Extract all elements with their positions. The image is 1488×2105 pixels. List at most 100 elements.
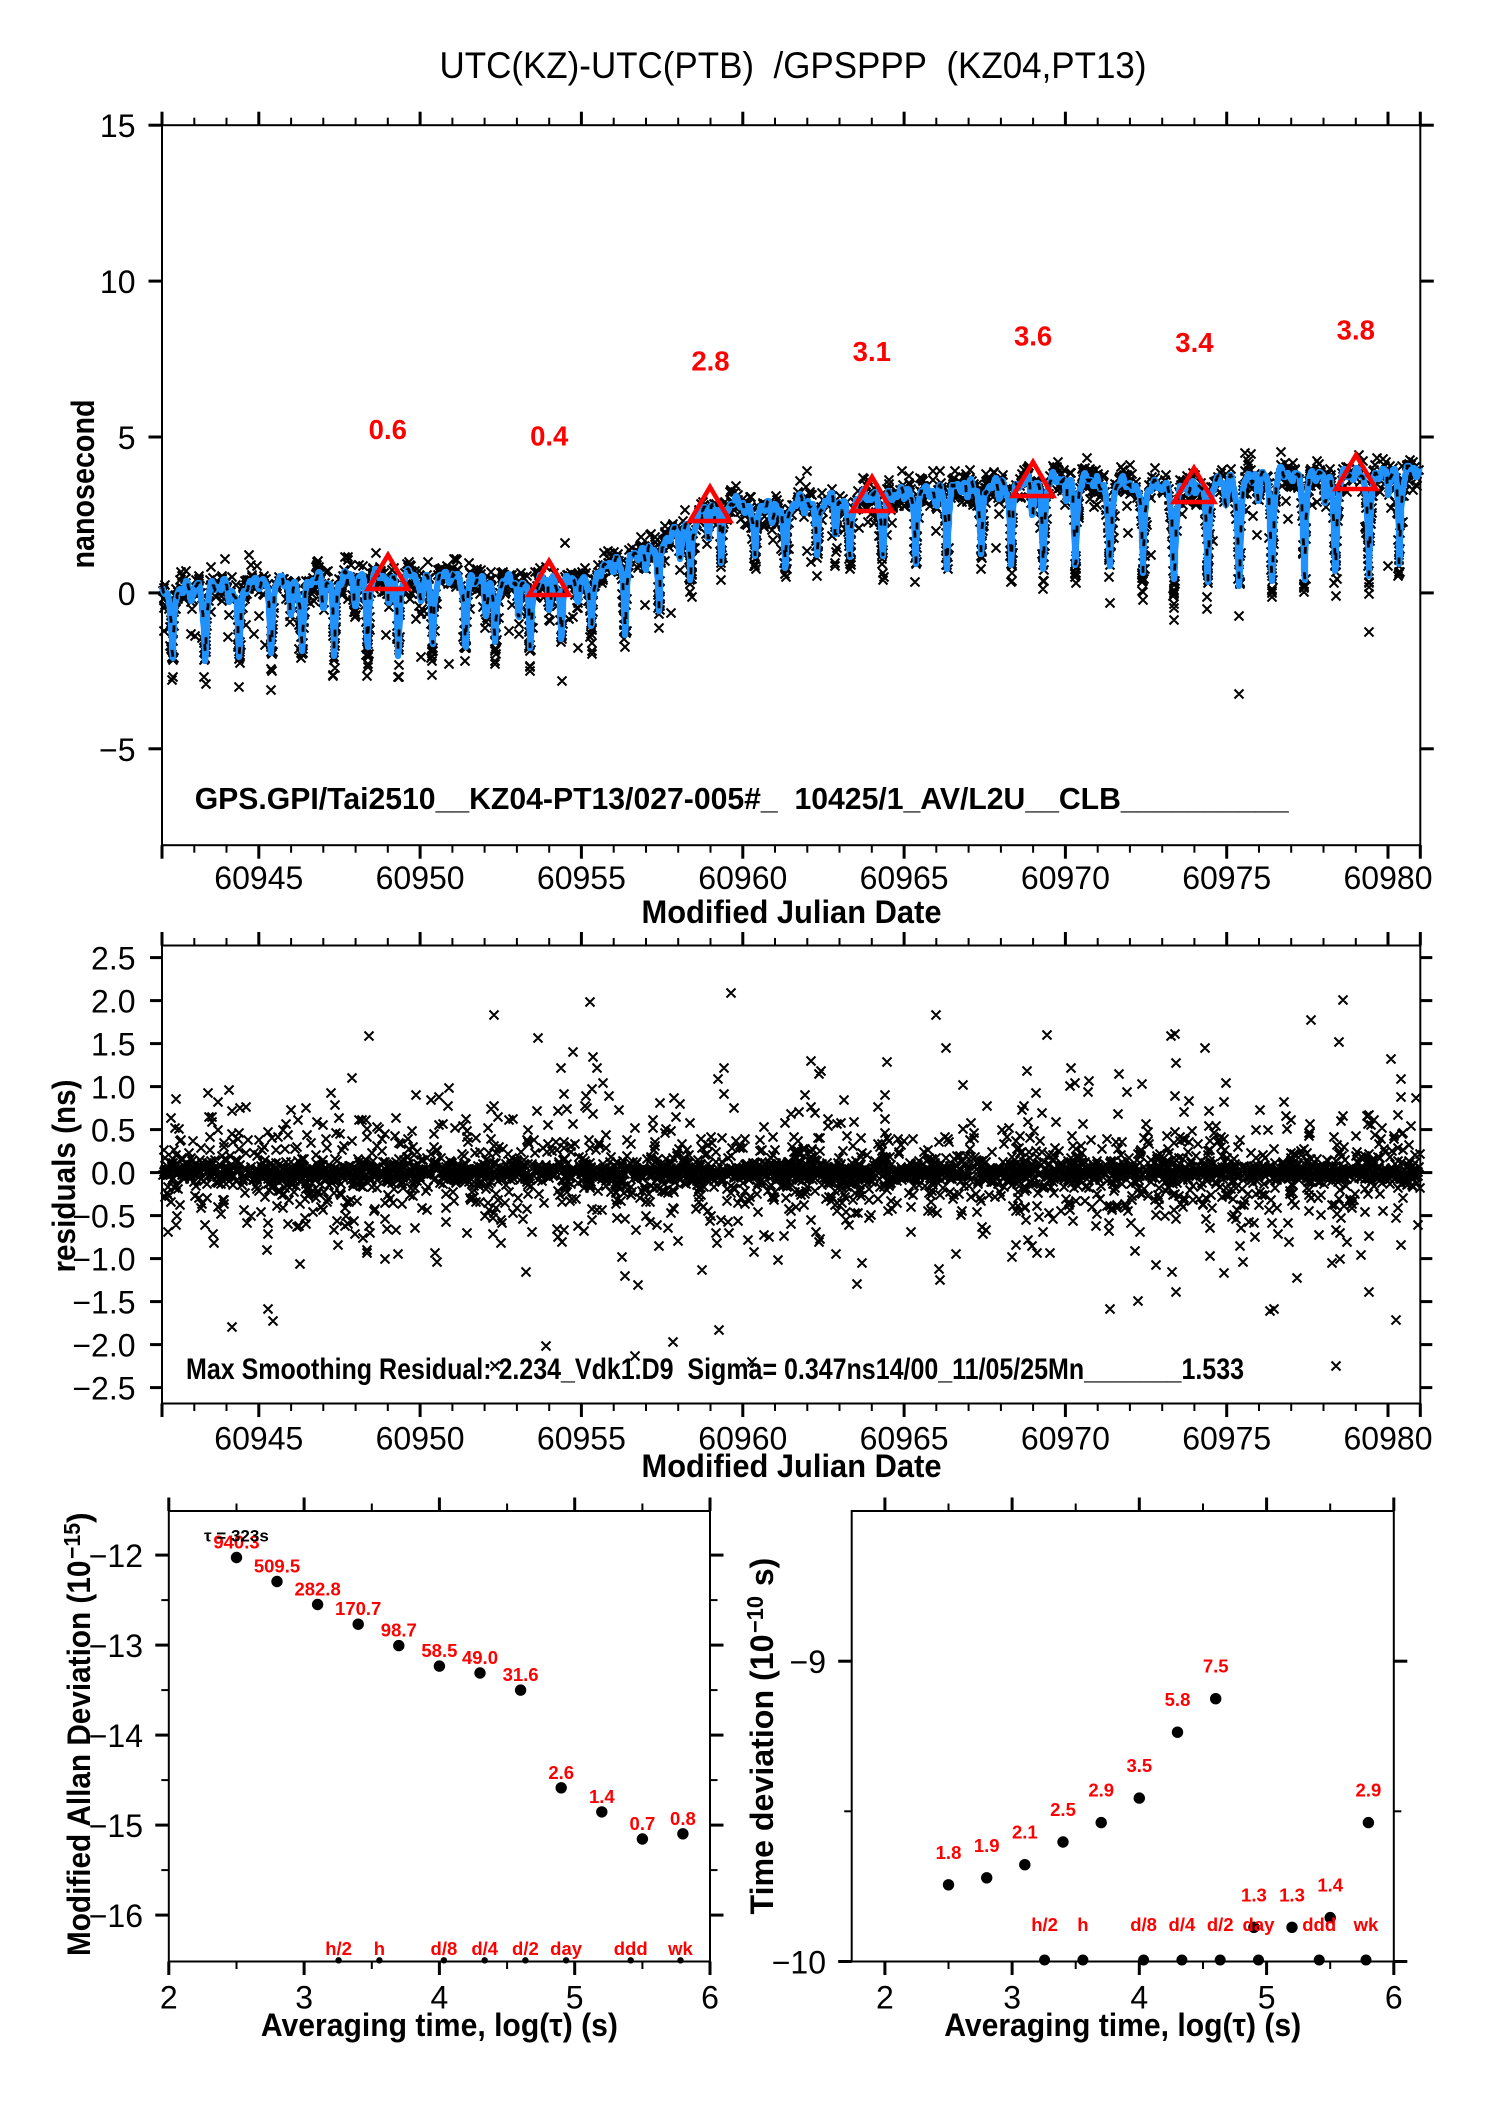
svg-text:5.8: 5.8 (1165, 1689, 1191, 1710)
svg-text:−15: −15 (89, 1808, 143, 1844)
svg-text:0.4: 0.4 (530, 420, 569, 451)
svg-text:day: day (550, 1938, 583, 1959)
svg-text:Modified Allan Deviation (10: Modified Allan Deviation (10 (61, 1561, 97, 1956)
svg-text:2.1: 2.1 (1012, 1822, 1038, 1843)
svg-text:3.6: 3.6 (1014, 321, 1052, 352)
svg-text:h: h (374, 1938, 385, 1959)
svg-text:60960: 60960 (698, 1421, 787, 1457)
svg-text:60945: 60945 (214, 1421, 303, 1457)
svg-text:2.8: 2.8 (691, 346, 729, 377)
svg-text:1.4: 1.4 (1317, 1875, 1343, 1896)
svg-text:940.3: 940.3 (213, 1532, 259, 1553)
svg-text:2.9: 2.9 (1356, 1780, 1382, 1801)
svg-text:60980: 60980 (1344, 860, 1433, 896)
svg-text:5: 5 (566, 1979, 584, 2015)
svg-text:0.7: 0.7 (630, 1813, 656, 1834)
svg-text:60975: 60975 (1182, 860, 1271, 896)
svg-text:Averaging time, log(τ) (s): Averaging time, log(τ) (s) (944, 2007, 1301, 2043)
svg-text:2.5: 2.5 (1050, 1799, 1076, 1820)
svg-text:5: 5 (1258, 1979, 1276, 2015)
svg-text:d/4: d/4 (1169, 1914, 1196, 1935)
svg-text:Averaging time, log(τ) (s): Averaging time, log(τ) (s) (261, 2007, 618, 2043)
svg-text:60980: 60980 (1344, 1421, 1433, 1457)
svg-text:2: 2 (876, 1979, 894, 2015)
svg-text:s): s) (744, 1558, 780, 1595)
svg-text:3.5: 3.5 (1126, 1755, 1152, 1776)
svg-text:1.8: 1.8 (936, 1842, 962, 1863)
svg-text:2.0: 2.0 (91, 984, 135, 1020)
svg-text:−1.0: −1.0 (72, 1242, 135, 1278)
svg-text:60955: 60955 (537, 860, 626, 896)
svg-text:h/2: h/2 (325, 1938, 352, 1959)
svg-text:−10: −10 (772, 1945, 826, 1981)
svg-text:0.5: 0.5 (91, 1113, 135, 1149)
svg-text:−0.5: −0.5 (72, 1199, 135, 1235)
svg-text:−16: −16 (89, 1898, 143, 1934)
svg-text:Time deviation (10: Time deviation (10 (744, 1635, 780, 1915)
svg-text:49.0: 49.0 (462, 1647, 498, 1668)
svg-text:wk: wk (667, 1938, 693, 1959)
svg-text:h/2: h/2 (1031, 1914, 1058, 1935)
svg-text:ddd: ddd (614, 1938, 648, 1959)
svg-text:10: 10 (100, 264, 136, 300)
svg-text:0: 0 (118, 576, 136, 612)
svg-text:−15: −15 (59, 1523, 85, 1559)
svg-text:4: 4 (431, 1979, 449, 2015)
svg-text:7.5: 7.5 (1203, 1656, 1229, 1677)
svg-text:wk: wk (1353, 1914, 1379, 1935)
svg-text:GPS.GPI/Tai2510__KZ04-PT13/027: GPS.GPI/Tai2510__KZ04-PT13/027-005#_ 104… (195, 781, 1290, 816)
svg-text:1.9: 1.9 (974, 1835, 1000, 1856)
svg-text:6: 6 (1385, 1979, 1403, 2015)
svg-text:−10: −10 (742, 1596, 768, 1633)
svg-text:−12: −12 (89, 1538, 143, 1574)
svg-text:nanosecond: nanosecond (65, 400, 101, 569)
svg-text:15: 15 (100, 108, 136, 144)
svg-text:2: 2 (160, 1979, 178, 2015)
svg-text:60950: 60950 (376, 860, 465, 896)
svg-text:residuals (ns): residuals (ns) (46, 1080, 82, 1273)
svg-text:3.1: 3.1 (853, 336, 891, 367)
svg-text:0.6: 0.6 (369, 414, 407, 445)
svg-text:4: 4 (1130, 1979, 1148, 2015)
svg-text:−2.5: −2.5 (72, 1371, 135, 1407)
svg-text:−13: −13 (89, 1628, 143, 1664)
svg-text:3.8: 3.8 (1337, 314, 1375, 345)
svg-text:−2.0: −2.0 (72, 1328, 135, 1364)
svg-text:1.3: 1.3 (1279, 1884, 1305, 1905)
svg-text:Modified Julian Date: Modified Julian Date (642, 894, 942, 930)
svg-text:5: 5 (118, 420, 136, 456)
svg-text:UTC(KZ)-UTC(PTB) /GPSPPP (KZ: UTC(KZ)-UTC(PTB) /GPSPPP (KZ04,PT13) (440, 45, 1147, 86)
svg-text:0.0: 0.0 (91, 1156, 135, 1192)
svg-text:60960: 60960 (698, 860, 787, 896)
svg-text:58.5: 58.5 (421, 1640, 457, 1661)
svg-text:1.5: 1.5 (91, 1027, 135, 1063)
svg-text:d/8: d/8 (1130, 1914, 1157, 1935)
svg-text:2.9: 2.9 (1088, 1780, 1114, 1801)
svg-text:2.6: 2.6 (548, 1762, 574, 1783)
svg-text:2.5: 2.5 (91, 941, 135, 977)
svg-text:31.6: 31.6 (503, 1664, 539, 1685)
svg-text:60970: 60970 (1021, 1421, 1110, 1457)
svg-text:d/8: d/8 (431, 1938, 458, 1959)
svg-text:0.8: 0.8 (670, 1808, 696, 1829)
svg-text:h: h (1077, 1914, 1088, 1935)
svg-text:−1.5: −1.5 (72, 1285, 135, 1321)
svg-text:98.7: 98.7 (381, 1620, 417, 1641)
svg-text:τ = 323s: τ = 323s (204, 1527, 269, 1546)
svg-text:60970: 60970 (1021, 860, 1110, 896)
svg-text:170.7: 170.7 (335, 1598, 381, 1619)
svg-text:3: 3 (295, 1979, 313, 2015)
svg-text:6: 6 (701, 1979, 719, 2015)
svg-text:1.3: 1.3 (1241, 1884, 1267, 1905)
svg-text:3.4: 3.4 (1175, 327, 1214, 358)
svg-text:d/2: d/2 (512, 1938, 539, 1959)
svg-text:d/4: d/4 (471, 1938, 498, 1959)
svg-text:ddd: ddd (1302, 1914, 1336, 1935)
svg-text:1.0: 1.0 (91, 1070, 135, 1106)
svg-text:−9: −9 (790, 1644, 826, 1680)
svg-text:60945: 60945 (214, 860, 303, 896)
svg-text:−14: −14 (89, 1718, 143, 1754)
svg-text:−5: −5 (99, 732, 135, 768)
svg-text:3: 3 (1003, 1979, 1021, 2015)
svg-text:60975: 60975 (1182, 1421, 1271, 1457)
